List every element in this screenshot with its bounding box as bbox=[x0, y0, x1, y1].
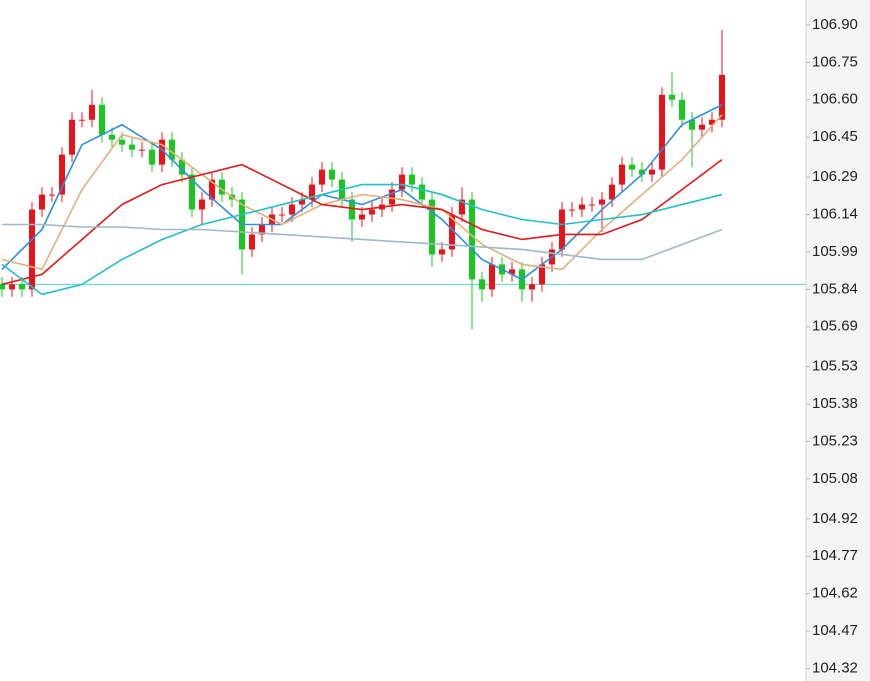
candle-body bbox=[199, 199, 205, 210]
candle-body bbox=[189, 174, 195, 210]
candle-body bbox=[139, 149, 145, 151]
candle-body bbox=[69, 119, 75, 155]
y-tick-label: 104.77 bbox=[812, 547, 858, 564]
y-tick-label: 106.14 bbox=[812, 205, 858, 222]
y-tick-label: 105.53 bbox=[812, 358, 858, 375]
candle-body bbox=[409, 174, 415, 185]
candle-body bbox=[319, 169, 325, 185]
y-tick-label: 105.99 bbox=[812, 243, 858, 260]
candle-body bbox=[29, 209, 35, 290]
candle-body bbox=[19, 284, 25, 290]
candle-body bbox=[479, 279, 485, 290]
y-tick-label: 105.08 bbox=[812, 470, 858, 487]
candle-body bbox=[359, 214, 365, 220]
candle-body bbox=[509, 269, 515, 275]
candle-body bbox=[209, 179, 215, 200]
candle-body bbox=[279, 214, 285, 216]
candle-body bbox=[689, 119, 695, 130]
candle-body bbox=[49, 194, 55, 196]
candle-body bbox=[709, 119, 715, 125]
candle-body bbox=[299, 199, 305, 205]
candle-body bbox=[489, 264, 495, 290]
candle-body bbox=[39, 194, 45, 210]
candle-body bbox=[0, 284, 5, 290]
candle-body bbox=[259, 224, 265, 235]
axis-panel bbox=[806, 0, 870, 681]
candle-body bbox=[99, 104, 105, 135]
candle-body bbox=[589, 204, 595, 206]
y-tick-label: 104.62 bbox=[812, 585, 858, 602]
candle-body bbox=[719, 74, 725, 120]
y-tick-label: 105.69 bbox=[812, 318, 858, 335]
candle-body bbox=[349, 199, 355, 220]
y-tick-label: 106.90 bbox=[812, 16, 858, 33]
candle-body bbox=[119, 139, 125, 145]
candle-body bbox=[669, 94, 675, 100]
candle-body bbox=[569, 209, 575, 211]
candle-body bbox=[699, 124, 705, 130]
candle-body bbox=[529, 284, 535, 290]
candle-body bbox=[629, 164, 635, 170]
candle-body bbox=[79, 119, 85, 121]
candle-body bbox=[449, 214, 455, 250]
candle-body bbox=[619, 164, 625, 185]
candle-body bbox=[469, 199, 475, 280]
y-tick-label: 104.92 bbox=[812, 510, 858, 527]
candle-body bbox=[559, 209, 565, 250]
candle-body bbox=[609, 184, 615, 200]
candle-body bbox=[109, 134, 115, 140]
candle-body bbox=[659, 94, 665, 170]
candle-body bbox=[329, 169, 335, 180]
candle-body bbox=[439, 249, 445, 255]
candle-body bbox=[149, 149, 155, 165]
y-tick-label: 106.75 bbox=[812, 53, 858, 70]
y-tick-label: 106.45 bbox=[812, 128, 858, 145]
candle-body bbox=[429, 199, 435, 255]
candle-body bbox=[399, 174, 405, 190]
candle-body bbox=[179, 159, 185, 175]
candle-body bbox=[309, 184, 315, 200]
candle-body bbox=[249, 234, 255, 250]
candle-body bbox=[9, 284, 15, 290]
y-tick-label: 105.84 bbox=[812, 280, 858, 297]
candle-body bbox=[89, 104, 95, 120]
moving-average bbox=[1, 159, 723, 286]
candle-body bbox=[59, 154, 65, 195]
candle-body bbox=[579, 204, 585, 210]
y-tick-label: 104.32 bbox=[812, 659, 858, 676]
candle-body bbox=[129, 144, 135, 150]
candle-body bbox=[539, 264, 545, 285]
moving-average bbox=[2, 223, 723, 261]
candle-body bbox=[649, 169, 655, 175]
y-tick-label: 105.38 bbox=[812, 395, 858, 412]
candle-body bbox=[369, 209, 375, 215]
candle-body bbox=[639, 169, 645, 175]
moving-average bbox=[1, 183, 723, 296]
candle-body bbox=[289, 204, 295, 215]
candle-body bbox=[459, 199, 465, 215]
candle-body bbox=[219, 179, 225, 195]
y-tick-label: 106.60 bbox=[812, 91, 858, 108]
candle-body bbox=[419, 184, 425, 200]
candle-body bbox=[679, 99, 685, 120]
y-tick-label: 106.29 bbox=[812, 168, 858, 185]
candle-body bbox=[389, 189, 395, 205]
candle-body bbox=[159, 139, 165, 165]
moving-average bbox=[1, 104, 723, 281]
y-tick-label: 105.23 bbox=[812, 432, 858, 449]
candle-body bbox=[599, 199, 605, 205]
candle-body bbox=[169, 139, 175, 160]
moving-average bbox=[1, 114, 723, 271]
y-tick-label: 104.47 bbox=[812, 622, 858, 639]
